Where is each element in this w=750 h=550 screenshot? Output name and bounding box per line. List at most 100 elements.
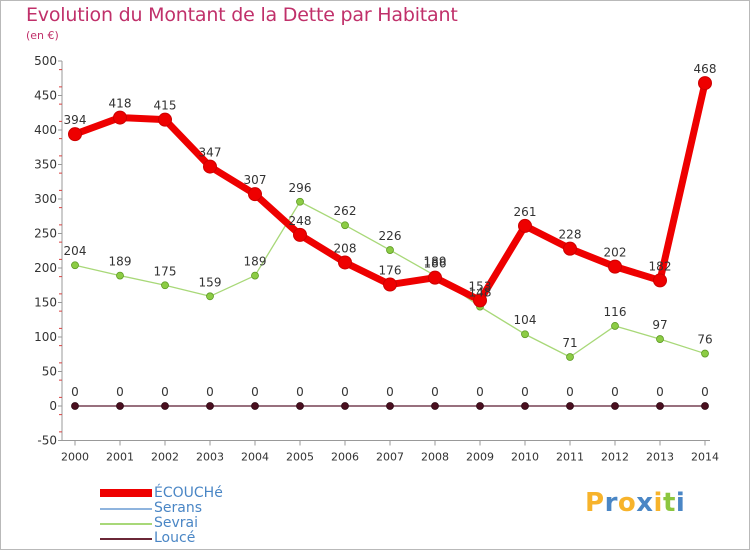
data-label-ecouche: 468 (694, 62, 717, 76)
x-tick-label: 2005 (286, 451, 314, 464)
proxiti-logo-letter: i (675, 488, 686, 518)
y-tick-label: 200 (34, 261, 57, 275)
data-point-ecouche (248, 187, 262, 202)
data-label-sevrai: 175 (154, 264, 177, 278)
data-label-sevrai: 148 (469, 286, 492, 300)
data-point-ecouche (158, 112, 172, 127)
y-tick-label: 500 (34, 54, 57, 68)
x-tick-label: 2010 (511, 451, 539, 464)
data-point-louce (431, 402, 439, 410)
x-tick-label: 2014 (691, 451, 719, 464)
data-label-zero: 0 (521, 385, 529, 399)
data-point-ecouche (338, 255, 352, 270)
data-point-sevrai (251, 271, 259, 280)
data-point-louce (521, 402, 529, 410)
data-label-ecouche: 307 (244, 173, 267, 187)
data-label-zero: 0 (566, 385, 574, 399)
y-tick-label: 350 (34, 158, 57, 172)
x-tick-label: 2000 (61, 451, 89, 464)
data-label-sevrai: 189 (424, 255, 447, 269)
data-label-sevrai: 296 (289, 181, 312, 195)
data-label-zero: 0 (71, 385, 79, 399)
legend-item-louce: Loucé (100, 530, 300, 547)
data-point-sevrai (701, 349, 709, 358)
data-point-louce (206, 402, 214, 410)
x-tick-label: 2012 (601, 451, 629, 464)
data-point-louce (566, 402, 574, 410)
data-label-zero: 0 (296, 385, 304, 399)
data-point-ecouche (563, 241, 577, 256)
data-label-zero: 0 (116, 385, 124, 399)
data-label-sevrai: 97 (652, 318, 667, 332)
data-label-zero: 0 (251, 385, 259, 399)
data-label-ecouche: 176 (379, 264, 402, 278)
data-point-sevrai (656, 335, 664, 343)
data-point-louce (71, 402, 79, 410)
data-point-sevrai (161, 281, 169, 290)
data-point-ecouche (293, 227, 307, 242)
data-label-sevrai: 204 (64, 244, 87, 258)
x-tick-label: 2006 (331, 451, 359, 464)
legend-swatch-sevrai (100, 523, 152, 525)
data-point-sevrai (521, 330, 529, 339)
data-point-sevrai (116, 271, 124, 280)
data-label-zero: 0 (476, 385, 484, 399)
x-tick-label: 2009 (466, 451, 494, 464)
x-tick-label: 2008 (421, 451, 449, 464)
data-point-louce (656, 402, 664, 410)
x-tick-label: 2002 (151, 451, 179, 464)
data-point-sevrai (386, 246, 394, 254)
legend-label: Serans (154, 500, 203, 516)
x-tick-label: 2001 (106, 451, 134, 464)
y-tick-label: 100 (34, 330, 57, 344)
proxiti-logo-letter: r (604, 488, 618, 518)
chart-legend: ÉCOUCHé Serans Sevrai Loucé (100, 485, 300, 547)
legend-label: Loucé (154, 530, 196, 546)
y-tick-label: 400 (34, 123, 57, 137)
data-label-sevrai: 159 (199, 275, 222, 289)
data-point-ecouche (518, 218, 532, 233)
data-point-ecouche (698, 76, 712, 91)
proxiti-logo-letter: i (653, 488, 663, 518)
proxiti-logo: Proxiti (585, 488, 685, 518)
x-tick-label: 2003 (196, 451, 224, 464)
data-label-ecouche: 418 (109, 97, 132, 111)
x-tick-label: 2011 (556, 451, 584, 464)
data-label-sevrai: 71 (562, 336, 577, 350)
data-label-ecouche: 261 (514, 205, 537, 219)
data-label-sevrai: 189 (244, 255, 267, 269)
x-tick-label: 2013 (646, 451, 674, 464)
data-label-ecouche: 153 (469, 279, 492, 293)
data-point-ecouche (383, 277, 397, 292)
data-point-ecouche (608, 259, 622, 274)
data-point-louce (611, 402, 619, 410)
x-tick-label: 2007 (376, 451, 404, 464)
data-point-louce (251, 402, 259, 410)
proxiti-logo-letter: o (617, 488, 637, 518)
data-label-ecouche: 248 (289, 214, 312, 228)
data-label-sevrai: 189 (109, 255, 132, 269)
legend-label: Sevrai (154, 515, 199, 531)
data-point-sevrai (296, 197, 304, 206)
data-point-louce (296, 402, 304, 410)
legend-swatch-louce (100, 538, 152, 540)
data-point-ecouche (68, 127, 82, 142)
data-label-ecouche: 347 (199, 146, 222, 160)
data-label-sevrai: 76 (697, 333, 712, 347)
y-tick-label: -50 (37, 434, 57, 448)
data-point-louce (341, 402, 349, 410)
data-label-zero: 0 (701, 385, 709, 399)
legend-item-serans: Serans (100, 500, 300, 517)
data-point-sevrai (566, 353, 574, 361)
data-point-ecouche (203, 159, 217, 174)
data-label-ecouche: 186 (424, 257, 447, 271)
data-label-ecouche: 182 (649, 259, 672, 273)
y-tick-label: 250 (34, 227, 57, 241)
data-point-louce (386, 402, 394, 410)
data-label-ecouche: 415 (154, 99, 177, 113)
data-label-ecouche: 202 (604, 246, 627, 260)
data-label-ecouche: 208 (334, 241, 357, 255)
proxiti-logo-letter: x (636, 488, 654, 518)
y-tick-label: 300 (34, 192, 57, 206)
chart-title: Evolution du Montant de la Dette par Hab… (26, 4, 458, 26)
